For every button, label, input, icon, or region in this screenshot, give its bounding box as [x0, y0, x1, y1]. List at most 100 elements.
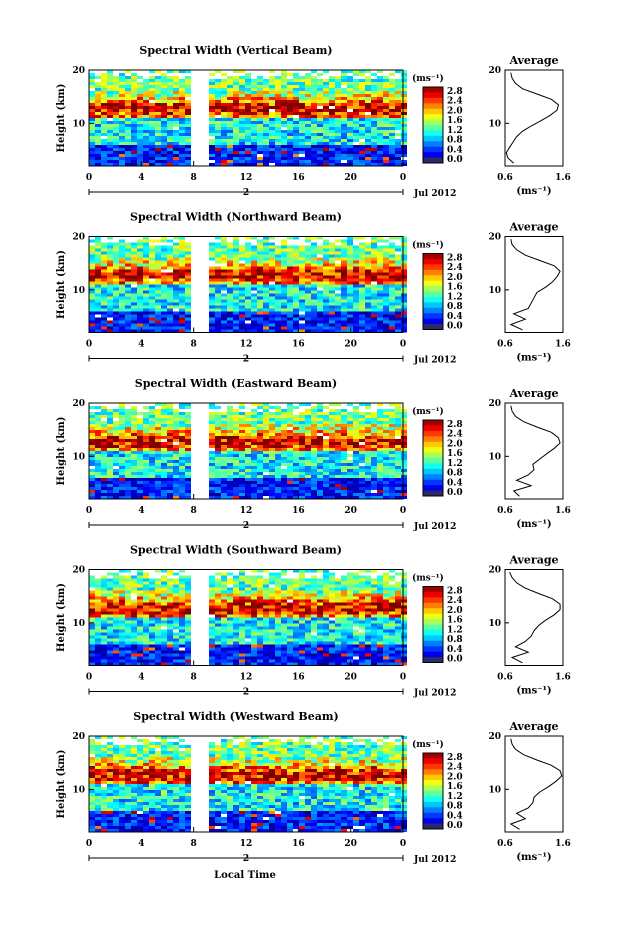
heatmap-cell — [377, 421, 383, 424]
heatmap-cell — [275, 85, 281, 88]
heatmap-cell — [299, 418, 305, 421]
heatmap-cell — [107, 299, 113, 303]
heatmap-cell — [299, 442, 305, 445]
heatmap-cell — [89, 115, 95, 118]
heatmap-cell — [317, 302, 323, 306]
heatmap-cell — [359, 578, 365, 582]
heatmap-cell — [95, 484, 101, 487]
x-tick-label: 0 — [86, 506, 92, 516]
heatmap-cell — [347, 106, 353, 109]
heatmap-cell — [119, 587, 125, 591]
heatmap-cell — [131, 242, 137, 246]
heatmap-cell — [287, 254, 293, 258]
heatmap-cell — [131, 415, 137, 418]
heatmap-cell — [131, 97, 137, 100]
heatmap-cell — [155, 403, 161, 406]
heatmap-cell — [167, 475, 173, 478]
heatmap-cell — [383, 430, 389, 433]
heatmap-cell — [233, 421, 239, 424]
heatmap-cell — [233, 124, 239, 127]
heatmap-cell — [269, 575, 275, 579]
heatmap-cell — [89, 76, 95, 79]
heatmap-cell — [221, 493, 227, 496]
heatmap-cell — [107, 242, 113, 246]
heatmap-cell — [395, 320, 401, 324]
heatmap-cell — [125, 263, 131, 267]
heatmap-cell — [353, 418, 359, 421]
heatmap-cell — [143, 245, 149, 249]
heatmap-cell — [245, 112, 251, 115]
heatmap-cell — [359, 581, 365, 585]
heatmap-cell — [329, 94, 335, 97]
heatmap-cell — [119, 329, 125, 333]
heatmap-cell — [215, 82, 221, 85]
heatmap-cell — [377, 136, 383, 139]
heatmap-cell — [179, 421, 185, 424]
heatmap-cell — [305, 463, 311, 466]
heatmap-cell — [227, 406, 233, 409]
heatmap-cell — [125, 311, 131, 315]
heatmap-cell — [245, 484, 251, 487]
heatmap-cell — [221, 103, 227, 106]
heatmap-cell — [161, 287, 167, 291]
heatmap-cell — [341, 478, 347, 481]
heatmap-cell — [389, 403, 395, 406]
average-x-tick-label: 0.6 — [497, 506, 513, 516]
heatmap-cell — [221, 451, 227, 454]
heatmap-cell — [149, 439, 155, 442]
heatmap-cell — [95, 454, 101, 457]
heatmap-cell — [353, 406, 359, 409]
heatmap-cell — [269, 317, 275, 321]
heatmap-cell — [377, 142, 383, 145]
heatmap-cell — [365, 79, 371, 82]
heatmap-cell — [287, 163, 293, 166]
heatmap-cell — [245, 287, 251, 291]
heatmap-cell — [185, 287, 191, 291]
heatmap-cell — [359, 460, 365, 463]
heatmap-cell — [341, 311, 347, 315]
heatmap-cell — [245, 118, 251, 121]
heatmap-cell — [251, 260, 257, 264]
heatmap-cell — [113, 263, 119, 267]
heatmap-cell — [107, 136, 113, 139]
heatmap-cell — [167, 124, 173, 127]
heatmap-cell — [251, 299, 257, 303]
heatmap-cell — [155, 257, 161, 261]
heatmap-cell — [95, 242, 101, 246]
heatmap-cell — [251, 457, 257, 460]
heatmap-cell — [383, 281, 389, 285]
heatmap-cell — [107, 442, 113, 445]
heatmap-cell — [353, 472, 359, 475]
heatmap-cell — [293, 281, 299, 285]
heatmap-cell — [305, 421, 311, 424]
heatmap-cell — [383, 239, 389, 243]
heatmap-cell — [107, 409, 113, 412]
heatmap-cell — [125, 487, 131, 490]
heatmap-cell — [293, 424, 299, 427]
heatmap-cell — [263, 112, 269, 115]
heatmap-cell — [179, 472, 185, 475]
heatmap-cell — [161, 412, 167, 415]
heatmap-cell — [377, 251, 383, 255]
heatmap-cell — [395, 160, 401, 163]
heatmap-cell — [305, 115, 311, 118]
heatmap-cell — [239, 100, 245, 103]
heatmap-cell — [239, 160, 245, 163]
heatmap-cell — [377, 245, 383, 249]
heatmap-cell — [137, 260, 143, 264]
heatmap-cell — [215, 418, 221, 421]
heatmap-cell — [137, 490, 143, 493]
heatmap-cell — [215, 88, 221, 91]
heatmap-cell — [113, 445, 119, 448]
heatmap-cell — [317, 73, 323, 76]
heatmap-cell — [287, 403, 293, 406]
heatmap-cell — [335, 100, 341, 103]
heatmap-cell — [125, 308, 131, 312]
heatmap-cell — [179, 142, 185, 145]
heatmap-cell — [347, 296, 353, 300]
heatmap-cell — [353, 296, 359, 300]
heatmap-cell — [119, 466, 125, 469]
heatmap-cell — [131, 157, 137, 160]
heatmap-cell — [365, 296, 371, 300]
heatmap-cell — [167, 136, 173, 139]
